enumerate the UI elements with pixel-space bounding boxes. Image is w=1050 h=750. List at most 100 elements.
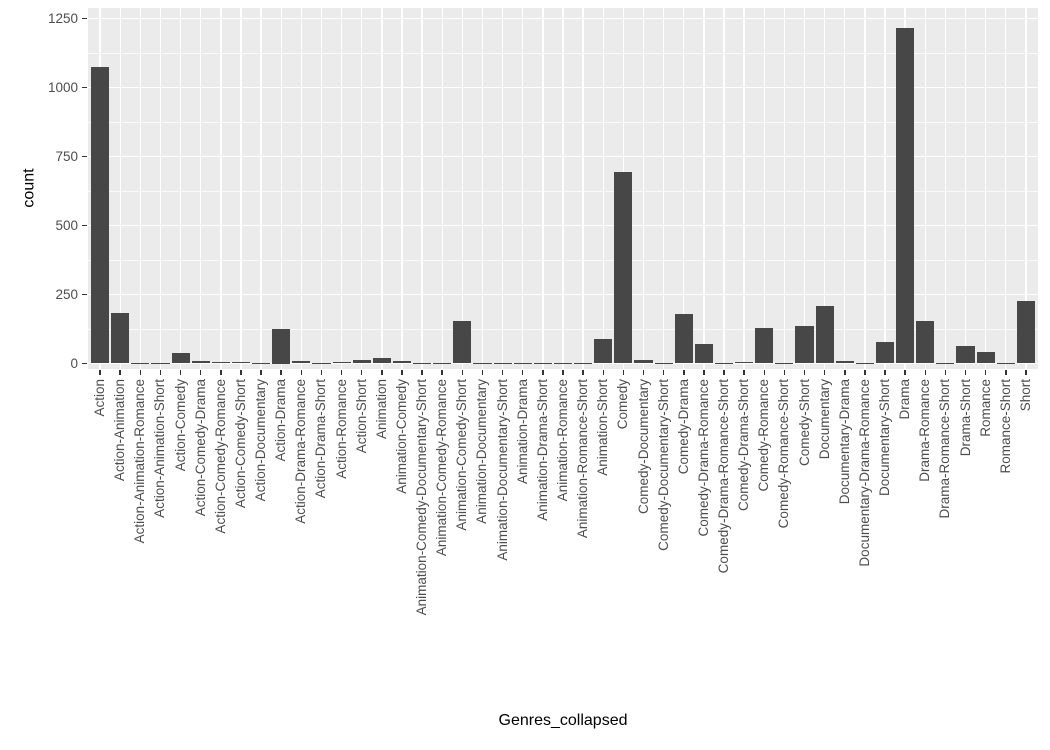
x-tick-label: Action-Comedy (172, 379, 188, 472)
bar-drama-romance (916, 320, 935, 364)
x-tick-mark (199, 370, 202, 375)
y-tick-label: 750 (55, 148, 78, 164)
vertical-gridline (783, 8, 786, 369)
x-tick-label: Animation-Comedy-Documentary-Short (414, 379, 430, 616)
bar-comedy (614, 171, 633, 364)
vertical-gridline (642, 8, 645, 369)
vertical-gridline (200, 8, 202, 369)
bar-animation-short (594, 338, 613, 364)
x-tick-label: Romance (977, 379, 993, 437)
y-tick-label: 0 (70, 355, 78, 371)
x-tick-mark (622, 370, 625, 375)
bar-comedy-documentary-short (654, 362, 673, 364)
x-tick-label: Action (92, 379, 108, 417)
x-tick-mark (280, 370, 282, 375)
x-tick-mark (501, 370, 504, 375)
bar-action-animation-romance (131, 362, 150, 364)
bar-documentary (815, 305, 834, 364)
x-tick-label: Animation-Romance (555, 379, 570, 502)
vertical-gridline (924, 8, 926, 369)
x-tick-mark (944, 370, 947, 375)
vertical-gridline (421, 8, 423, 369)
x-tick-mark (723, 370, 725, 375)
bar-action-drama (272, 329, 291, 364)
y-tick-mark (82, 86, 87, 89)
x-tick-label: Drama-Short (957, 379, 973, 457)
x-tick-mark (461, 370, 464, 375)
x-tick-label: Action-Romance (333, 379, 349, 479)
x-tick-label: Action-Comedy-Short (232, 379, 248, 509)
bar-action-comedy-romance (211, 362, 230, 364)
vertical-gridline (582, 8, 584, 369)
vertical-gridline (823, 8, 826, 369)
bar-romance-short (996, 362, 1015, 364)
bar-action-drama-romance (292, 361, 311, 364)
bar-comedy-drama-romance (694, 344, 713, 364)
vertical-gridline (1005, 8, 1007, 369)
bar-drama-short (956, 346, 975, 364)
y-tick-mark (82, 293, 87, 296)
x-tick-mark (864, 370, 866, 375)
x-tick-label: Comedy-Short (796, 379, 812, 467)
bar-action-comedy-drama (191, 361, 210, 364)
x-tick-label: Comedy-Romance (756, 379, 772, 492)
x-tick-label: Action-Comedy-Romance (212, 379, 228, 534)
x-tick-label: Comedy-Documentary-Short (655, 379, 671, 551)
x-tick-mark (683, 370, 685, 375)
bar-animation-drama (513, 362, 532, 364)
x-tick-label: Documentary-Drama (836, 379, 852, 505)
vertical-gridline (522, 8, 524, 369)
x-tick-mark (884, 370, 886, 375)
x-tick-mark (441, 370, 443, 375)
vertical-gridline (683, 8, 685, 369)
x-tick-mark (1005, 370, 1007, 375)
bar-action-animation (111, 312, 130, 364)
vertical-gridline (602, 8, 604, 369)
vertical-gridline (320, 8, 323, 369)
y-tick-label: 1250 (47, 10, 78, 26)
x-tick-label: Action-Animation-Short (152, 379, 168, 518)
x-tick-mark (904, 370, 906, 375)
x-tick-mark (703, 370, 705, 375)
x-tick-label: Action-Short (353, 379, 369, 454)
vertical-gridline (481, 8, 484, 369)
x-tick-mark (260, 370, 262, 375)
x-tick-mark (220, 370, 222, 375)
bar-animation-comedy-romance (433, 362, 452, 364)
x-tick-label: Comedy-Documentary (635, 379, 651, 515)
x-tick-mark (662, 370, 665, 375)
vertical-gridline (441, 8, 443, 369)
bar-animation-romance (553, 362, 573, 364)
y-tick-label: 250 (55, 286, 78, 302)
x-tick-mark (401, 370, 403, 375)
x-tick-mark (743, 370, 745, 375)
bar-comedy-romance-short (775, 362, 794, 364)
bar-comedy-documentary (634, 360, 653, 364)
y-tick-label: 500 (55, 217, 78, 233)
x-tick-label: Documentary-Short (877, 379, 893, 497)
x-tick-label: Action-Comedy-Drama (192, 379, 208, 517)
vertical-gridline (1025, 8, 1027, 369)
x-tick-mark (823, 370, 826, 375)
x-tick-mark (119, 370, 121, 375)
x-tick-mark (1025, 370, 1027, 375)
x-tick-label: Animation (373, 379, 389, 440)
x-tick-mark (542, 370, 544, 375)
x-tick-label: Action-Animation-Romance (132, 379, 148, 544)
vertical-gridline (361, 8, 363, 369)
x-tick-label: Action-Documentary (253, 379, 269, 502)
vertical-gridline (280, 8, 282, 369)
bar-documentary-drama (835, 360, 854, 364)
vertical-gridline (743, 8, 745, 369)
x-tick-mark (381, 370, 383, 375)
x-tick-label: Animation-Romance-Short (575, 379, 591, 539)
x-tick-label: Action-Drama-Romance (293, 379, 309, 524)
x-tick-mark (924, 370, 927, 375)
bar-drama (896, 28, 915, 364)
bar-action-romance (332, 361, 351, 364)
x-tick-label: Action-Animation (112, 379, 128, 482)
x-tick-label: Comedy (615, 379, 631, 430)
x-tick-mark (421, 370, 423, 375)
bar-comedy-drama (674, 313, 693, 364)
